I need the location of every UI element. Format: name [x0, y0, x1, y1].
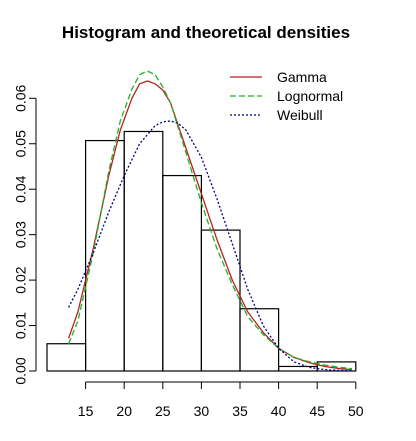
- y-tick-label: 0.05: [13, 130, 29, 157]
- legend: Gamma Lognormal Weibull: [230, 69, 343, 123]
- x-tick-label: 35: [232, 403, 248, 419]
- histogram-bar: [200, 229, 241, 372]
- histogram-bar: [123, 130, 164, 372]
- density-curve-weibull: [68, 120, 352, 372]
- y-tick-label: 0.01: [13, 312, 29, 339]
- y-tick-label: 0.02: [13, 266, 29, 293]
- x-tick-label: 40: [271, 403, 287, 419]
- x-tick-label: 45: [309, 403, 325, 419]
- legend-label-lognormal: Lognormal: [277, 88, 343, 104]
- y-tick-label: 0.00: [13, 357, 29, 384]
- chart-title: Histogram and theoretical densities: [62, 23, 350, 42]
- x-tick-label: 50: [348, 403, 364, 419]
- histogram-bar: [239, 308, 280, 372]
- histogram-bars: [46, 130, 357, 372]
- x-tick-label: 15: [78, 403, 94, 419]
- y-tick-label: 0.06: [13, 84, 29, 111]
- legend-label-weibull: Weibull: [277, 107, 323, 123]
- density-curve-lognormal: [67, 70, 352, 370]
- density-curve-gamma: [67, 80, 352, 371]
- y-tick-label: 0.04: [13, 175, 29, 202]
- y-axis: 0.00 0.01 0.02 0.03 0.04 0.05 0.06: [13, 84, 37, 385]
- legend-label-gamma: Gamma: [277, 69, 327, 85]
- histogram-bar: [162, 174, 203, 372]
- density-curves: [67, 70, 352, 372]
- x-axis: 15 20 25 30 35 40 45 50: [78, 381, 364, 419]
- histogram-bar: [46, 343, 87, 372]
- x-tick-label: 20: [116, 403, 132, 419]
- x-tick-label: 25: [155, 403, 171, 419]
- histogram-bar: [316, 361, 357, 372]
- y-tick-label: 0.03: [13, 221, 29, 248]
- x-tick-label: 30: [194, 403, 210, 419]
